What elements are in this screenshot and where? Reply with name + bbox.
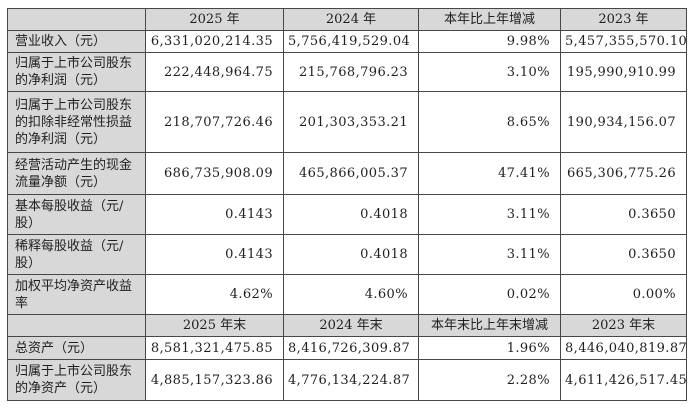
value-2025: 8,581,321,475.85	[145, 336, 284, 360]
value-change: 9.98%	[418, 30, 561, 53]
value-2025: 0.4143	[145, 234, 284, 275]
value-2023: 665,306,775.26	[560, 152, 687, 195]
row-label: 营业收入（元）	[7, 30, 146, 53]
value-change: 1.96%	[418, 336, 561, 360]
value-2023: 0.00%	[560, 274, 687, 315]
table-row-operating-cash-flow: 经营活动产生的现金流量净额（元） 686,735,908.09 465,866,…	[7, 152, 687, 195]
period-end-header-empty-cell	[7, 314, 146, 337]
period-end-header-2024: 2024 年末	[283, 314, 419, 337]
period-end-header-2023: 2023 年末	[560, 314, 687, 337]
annual-header-2024: 2024 年	[283, 8, 419, 31]
table-row-net-profit-excl-nonrecurring: 归属于上市公司股东的扣除非经常性损益的净利润（元） 218,707,726.46…	[7, 91, 687, 153]
value-2024: 465,866,005.37	[283, 152, 419, 195]
value-change: 8.65%	[418, 91, 561, 153]
table-row-revenue: 营业收入（元） 6,331,020,214.35 5,756,419,529.0…	[7, 30, 687, 53]
value-2023: 190,934,156.07	[560, 91, 687, 153]
value-2023: 8,446,040,819.87	[560, 336, 687, 360]
value-2024: 0.4018	[283, 194, 419, 235]
table-row-total-assets: 总资产（元） 8,581,321,475.85 8,416,726,309.87…	[7, 336, 687, 360]
row-label: 加权平均净资产收益率	[7, 274, 146, 315]
value-2025: 6,331,020,214.35	[145, 30, 284, 53]
table-row-net-assets: 归属于上市公司股东的净资产（元） 4,885,157,323.86 4,776,…	[7, 359, 687, 401]
value-change: 3.10%	[418, 52, 561, 92]
table-row-basic-eps: 基本每股收益（元/股） 0.4143 0.4018 3.11% 0.3650	[7, 194, 687, 235]
annual-header-2023: 2023 年	[560, 8, 687, 31]
value-2024: 0.4018	[283, 234, 419, 275]
annual-header-row: 2025 年 2024 年 本年比上年增减 2023 年	[7, 8, 687, 31]
value-2025: 218,707,726.46	[145, 91, 284, 153]
value-2024: 8,416,726,309.87	[283, 336, 419, 360]
value-2025: 222,448,964.75	[145, 52, 284, 92]
row-label: 基本每股收益（元/股）	[7, 194, 146, 235]
row-label: 稀释每股收益（元/股）	[7, 234, 146, 275]
value-2025: 0.4143	[145, 194, 284, 235]
value-2023: 4,611,426,517.45	[560, 359, 687, 401]
row-label: 归属于上市公司股东的扣除非经常性损益的净利润（元）	[7, 91, 146, 153]
value-2024: 201,303,353.21	[283, 91, 419, 153]
row-label: 归属于上市公司股东的净资产（元）	[7, 359, 146, 401]
value-2025: 4.62%	[145, 274, 284, 315]
value-2024: 5,756,419,529.04	[283, 30, 419, 53]
value-2023: 0.3650	[560, 234, 687, 275]
row-label: 经营活动产生的现金流量净额（元）	[7, 152, 146, 195]
table-row-weighted-avg-roe: 加权平均净资产收益率 4.62% 4.60% 0.02% 0.00%	[7, 274, 687, 315]
value-change: 3.11%	[418, 194, 561, 235]
annual-header-empty-cell	[7, 8, 146, 31]
row-label: 总资产（元）	[7, 336, 146, 360]
value-2023: 195,990,910.99	[560, 52, 687, 92]
value-2023: 0.3650	[560, 194, 687, 235]
value-2025: 4,885,157,323.86	[145, 359, 284, 401]
annual-header-2025: 2025 年	[145, 8, 284, 31]
table-row-net-profit: 归属于上市公司股东的净利润（元） 222,448,964.75 215,768,…	[7, 52, 687, 92]
value-2025: 686,735,908.09	[145, 152, 284, 195]
value-2023: 5,457,355,570.10	[560, 30, 687, 53]
period-end-header-2025: 2025 年末	[145, 314, 284, 337]
annual-header-change: 本年比上年增减	[418, 8, 561, 31]
value-change: 0.02%	[418, 274, 561, 315]
table-row-diluted-eps: 稀释每股收益（元/股） 0.4143 0.4018 3.11% 0.3650	[7, 234, 687, 275]
period-end-header-change: 本年末比上年末增减	[418, 314, 561, 337]
value-2024: 4,776,134,224.87	[283, 359, 419, 401]
value-change: 3.11%	[418, 234, 561, 275]
value-change: 2.28%	[418, 359, 561, 401]
value-change: 47.41%	[418, 152, 561, 195]
row-label: 归属于上市公司股东的净利润（元）	[7, 52, 146, 92]
value-2024: 4.60%	[283, 274, 419, 315]
period-end-header-row: 2025 年末 2024 年末 本年末比上年末增减 2023 年末	[7, 314, 687, 337]
financial-summary-table: 2025 年 2024 年 本年比上年增减 2023 年 营业收入（元） 6,3…	[7, 8, 687, 401]
value-2024: 215,768,796.23	[283, 52, 419, 92]
